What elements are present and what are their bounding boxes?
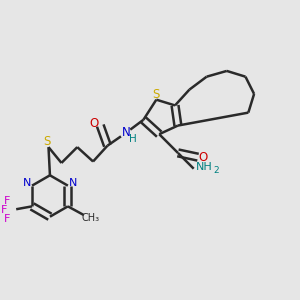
Text: O: O — [199, 151, 208, 164]
Text: S: S — [152, 88, 159, 101]
Text: O: O — [89, 117, 99, 130]
Text: N: N — [22, 178, 31, 188]
Text: CH₃: CH₃ — [82, 213, 100, 223]
Text: F: F — [4, 214, 10, 224]
Text: F: F — [1, 205, 7, 215]
Text: 2: 2 — [213, 167, 219, 176]
Text: N: N — [122, 126, 130, 139]
Text: NH: NH — [195, 162, 212, 172]
Text: F: F — [4, 196, 10, 206]
Text: N: N — [69, 178, 77, 188]
Text: S: S — [44, 135, 51, 148]
Text: H: H — [129, 134, 136, 144]
